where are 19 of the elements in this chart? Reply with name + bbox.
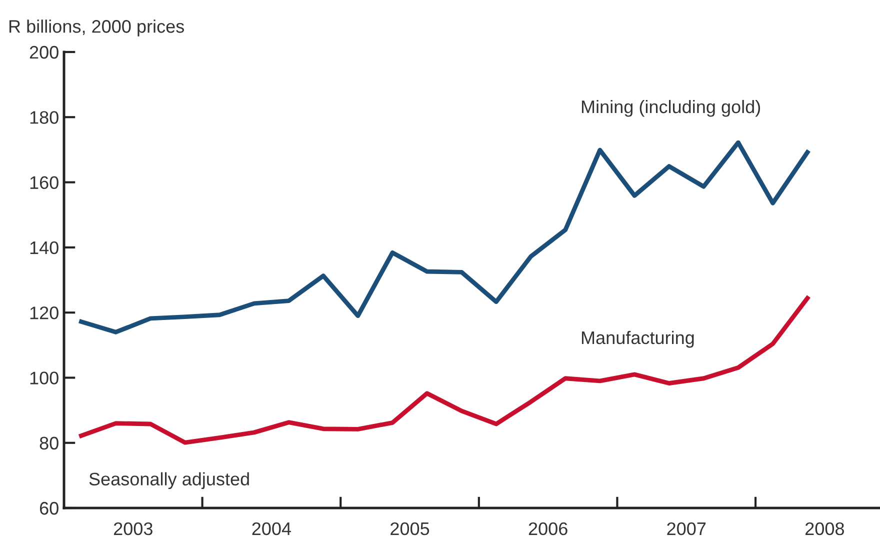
y-tick-label: 80	[40, 436, 58, 450]
y-tick-label: 60	[40, 502, 58, 515]
x-tick-label: 2007	[667, 522, 706, 536]
series-label: Mining (including gold)	[582, 100, 760, 117]
x-tick-label: 2006	[528, 522, 568, 536]
x-tick-label: 2005	[390, 522, 430, 536]
x-tick-label: 2003	[114, 522, 152, 536]
x-tick-label: 2004	[252, 522, 292, 536]
y-axis-title: R billions, 2000 prices	[9, 20, 184, 36]
x-tick-label: 2008	[806, 522, 844, 536]
y-tick-label: 100	[30, 372, 58, 384]
annotation: Seasonally adjusted	[89, 472, 249, 490]
y-tick-label: 140	[30, 241, 58, 254]
y-tick-label: 180	[30, 111, 58, 124]
y-tick-label: 200	[30, 46, 58, 59]
series-label: Manufacturing	[582, 330, 694, 348]
line-series	[79, 296, 810, 445]
y-tick-label: 120	[30, 306, 58, 320]
y-tick-label: 160	[30, 176, 58, 190]
